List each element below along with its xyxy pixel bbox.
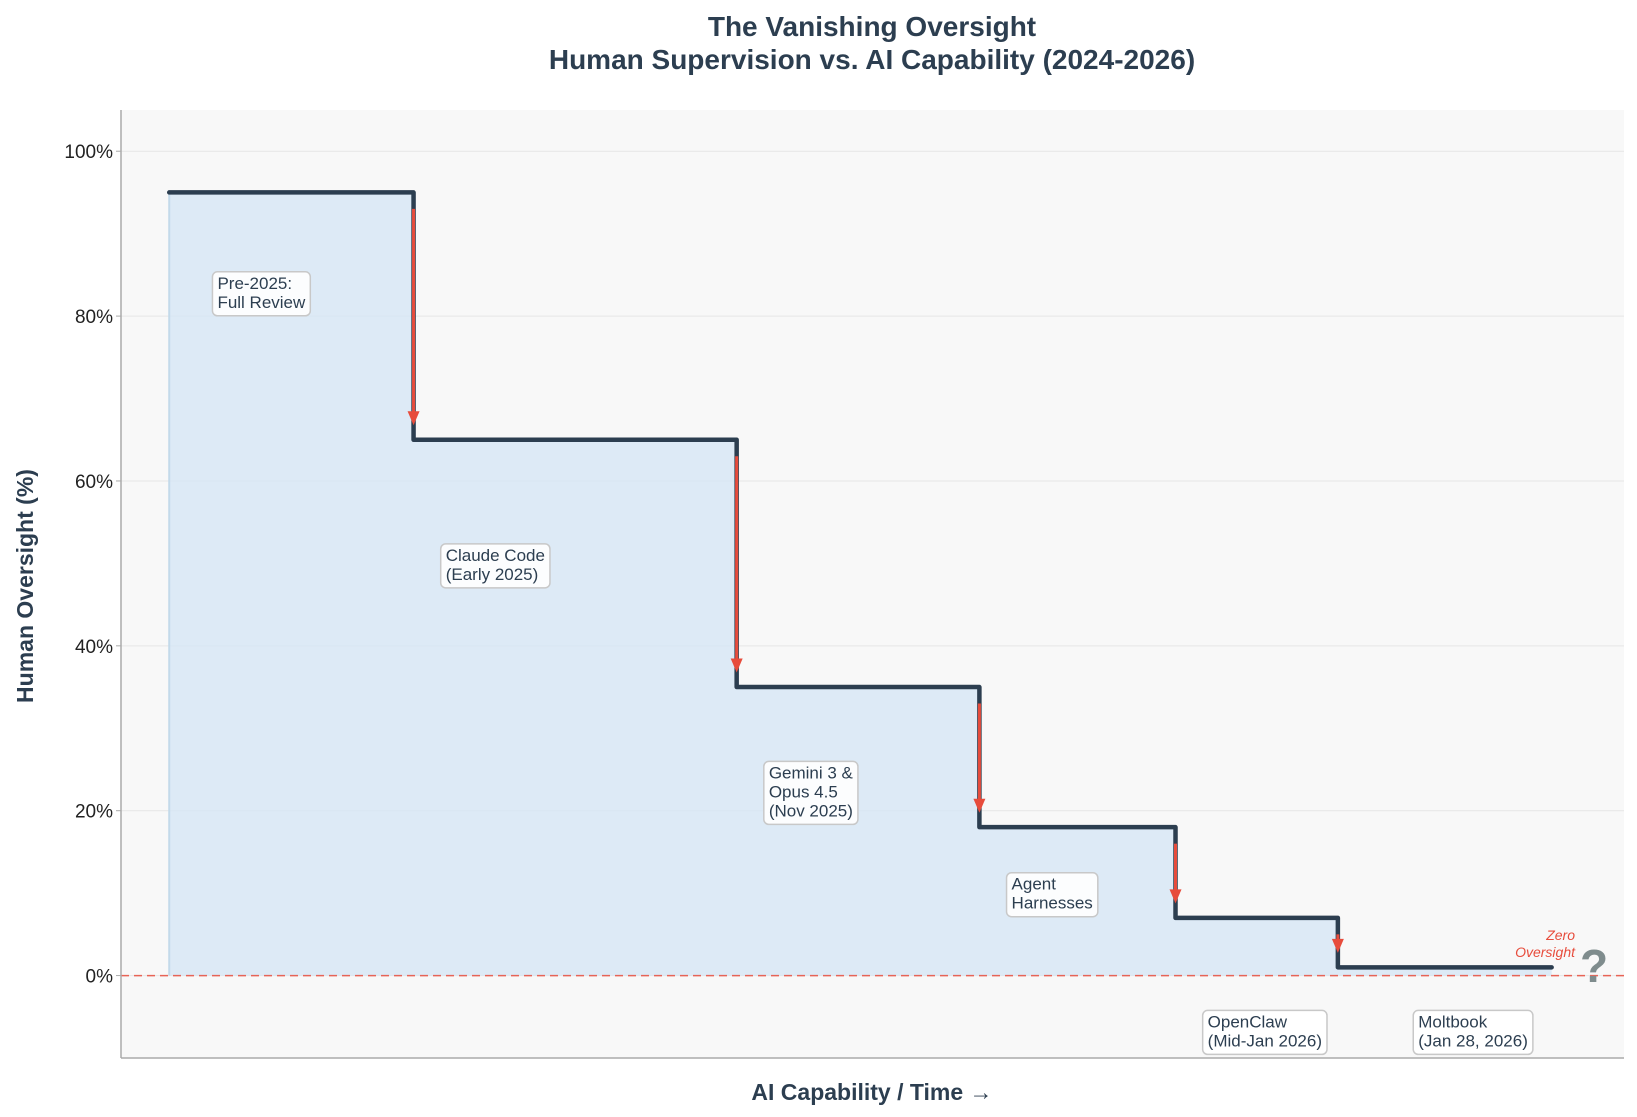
drop-arrow-head: [730, 658, 743, 673]
annotation-line-2: (Jan 28, 2026): [1418, 1031, 1528, 1050]
annotations: Pre-2025:Full Review Claude Code(Early 20…: [211, 271, 1534, 1056]
annotation-line-1: Agent: [1012, 875, 1057, 894]
zero-oversight-label: Zero Oversight: [1515, 927, 1576, 960]
drop-arrow-head: [1331, 938, 1344, 953]
annotation-5: OpenClaw(Mid-Jan 2026): [1201, 1009, 1328, 1056]
y-axis-label: Human Oversight (%): [12, 469, 38, 703]
drop-arrow-3: [973, 703, 986, 813]
annotation-box: [1201, 1009, 1328, 1056]
chart-title: The Vanishing Oversight: [708, 11, 1036, 42]
question-mark: ?: [1580, 940, 1608, 992]
zero-label-line-2: Oversight: [1515, 944, 1576, 960]
drop-arrow-head: [407, 411, 420, 426]
annotation-2: Claude Code(Early 2025): [439, 543, 551, 589]
annotation-line-1: Moltbook: [1418, 1012, 1487, 1031]
area-fill-path: [169, 192, 1552, 976]
x-axis-label: AI Capability / Time →: [751, 1079, 992, 1105]
annotation-line-2: Full Review: [217, 293, 306, 312]
ytick-label-60: 60%: [75, 472, 113, 493]
annotation-box: [1005, 871, 1099, 918]
zero-label-line-1: Zero: [1545, 927, 1575, 943]
ytick-label-100: 100%: [64, 142, 113, 163]
y-ticks: 0% 20% 40% 60% 80% 100%: [64, 142, 121, 988]
drop-arrow-5: [1331, 934, 1344, 953]
annotation-line-2: Opus 4.5: [769, 782, 838, 801]
annotation-line-1: Gemini 3 &: [769, 763, 854, 782]
drop-arrow-1: [407, 208, 420, 426]
annotation-3: Gemini 3 &Opus 4.5(Nov 2025): [763, 760, 859, 826]
annotation-line-1: Claude Code: [446, 546, 545, 565]
annotation-6: Moltbook(Jan 28, 2026): [1412, 1009, 1534, 1056]
ytick-label-20: 20%: [75, 802, 113, 823]
annotation-line-3: (Nov 2025): [769, 801, 853, 820]
annotation-line-1: OpenClaw: [1208, 1012, 1288, 1031]
drop-arrow-4: [1169, 843, 1182, 904]
annotation-line-2: (Mid-Jan 2026): [1208, 1031, 1322, 1050]
annotation-line-2: (Early 2025): [446, 565, 539, 584]
ytick-label-40: 40%: [75, 637, 113, 658]
annotation-line-2: Harnesses: [1012, 894, 1093, 913]
chart-subtitle: Human Supervision vs. AI Capability (202…: [549, 44, 1195, 75]
annotation-box: [763, 760, 859, 826]
drop-arrow-head: [973, 798, 986, 813]
annotation-1: Pre-2025:Full Review: [211, 271, 312, 317]
drop-arrow-head: [1169, 889, 1182, 904]
area-fill: [168, 192, 1552, 976]
annotation-box: [211, 271, 312, 317]
annotation-box: [439, 543, 551, 589]
drop-arrow-2: [730, 456, 743, 673]
annotation-line-1: Pre-2025:: [217, 274, 292, 293]
drop-arrows: [407, 208, 1344, 953]
annotation-box: [1412, 1009, 1534, 1056]
ytick-label-0: 0%: [86, 967, 114, 988]
ytick-label-80: 80%: [75, 307, 113, 328]
